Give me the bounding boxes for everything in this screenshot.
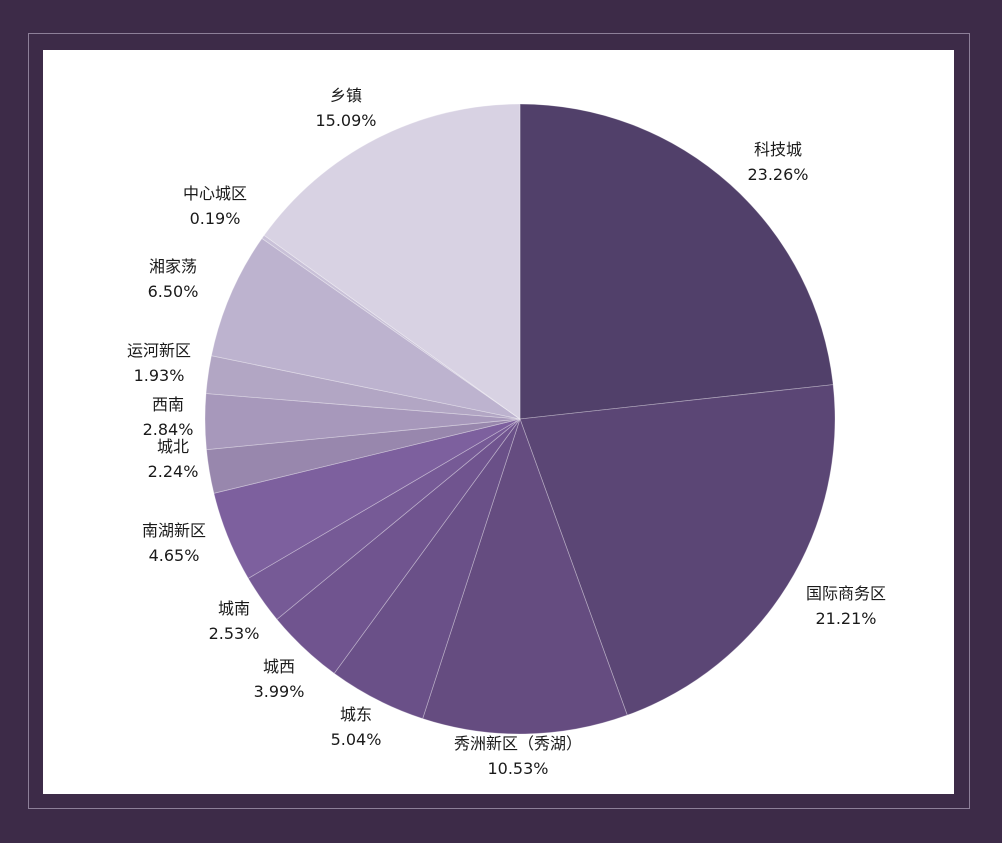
chart-panel: 科技城 23.26% 国际商务区 21.21% 秀洲新区（秀湖） 10.53% 城东 5.04… bbox=[43, 50, 954, 794]
slice-name-label: 南湖新区 bbox=[142, 521, 206, 540]
slice-name-label: 科技城 bbox=[754, 140, 802, 159]
slice-name-label: 城西 bbox=[263, 657, 295, 676]
chart-frame bbox=[28, 33, 970, 809]
pie-slice bbox=[204, 393, 521, 451]
pie-slice bbox=[206, 418, 521, 494]
pie-chart: 科技城 23.26% 国际商务区 21.21% 秀洲新区（秀湖） 10.53% 城东 5.04… bbox=[127, 86, 886, 778]
slice-name-label: 城东 bbox=[340, 705, 372, 724]
slice-name-label: 西南 bbox=[152, 395, 184, 414]
slice-name-label: 国际商务区 bbox=[806, 584, 886, 603]
pie-slice bbox=[263, 103, 521, 420]
slice-percent-label: 1.93% bbox=[134, 366, 185, 385]
pie-slice bbox=[333, 418, 521, 720]
slice-percent-label: 21.21% bbox=[815, 609, 876, 628]
slice-name-label: 运河新区 bbox=[127, 341, 191, 360]
slice-percent-label: 10.53% bbox=[487, 759, 548, 778]
slice-percent-label: 0.19% bbox=[190, 209, 241, 228]
slice-percent-label: 2.84% bbox=[143, 420, 194, 439]
slice-name-label: 乡镇 bbox=[330, 86, 362, 105]
slice-percent-label: 23.26% bbox=[747, 165, 808, 184]
slice-percent-label: 3.99% bbox=[254, 682, 305, 701]
slice-percent-label: 15.09% bbox=[315, 111, 376, 130]
slice-percent-label: 6.50% bbox=[148, 282, 199, 301]
pie-slice bbox=[261, 234, 521, 420]
slice-percent-label: 2.53% bbox=[209, 624, 260, 643]
slice-name-label: 中心城区 bbox=[183, 184, 247, 203]
slice-percent-label: 5.04% bbox=[331, 730, 382, 749]
slice-name-label: 城北 bbox=[157, 437, 189, 456]
slice-name-label: 湘家荡 bbox=[149, 257, 197, 276]
slice-name-label: 秀洲新区（秀湖） bbox=[454, 734, 582, 753]
pie-slice bbox=[210, 237, 521, 420]
pie-slice bbox=[213, 418, 521, 579]
slice-percent-label: 2.24% bbox=[148, 462, 199, 481]
pie-slice bbox=[276, 418, 521, 674]
pie-slice bbox=[519, 103, 834, 420]
pie-slice bbox=[205, 355, 521, 420]
slice-name-label: 城南 bbox=[218, 599, 250, 618]
pie-slices bbox=[204, 103, 836, 735]
pie-slice bbox=[422, 417, 628, 735]
pie-labels: 科技城 23.26% 国际商务区 21.21% 秀洲新区（秀湖） 10.53% 城东 5.04… bbox=[127, 86, 886, 778]
slice-percent-label: 4.65% bbox=[149, 546, 200, 565]
pie-slice bbox=[247, 418, 521, 620]
pie-slice bbox=[519, 384, 836, 716]
